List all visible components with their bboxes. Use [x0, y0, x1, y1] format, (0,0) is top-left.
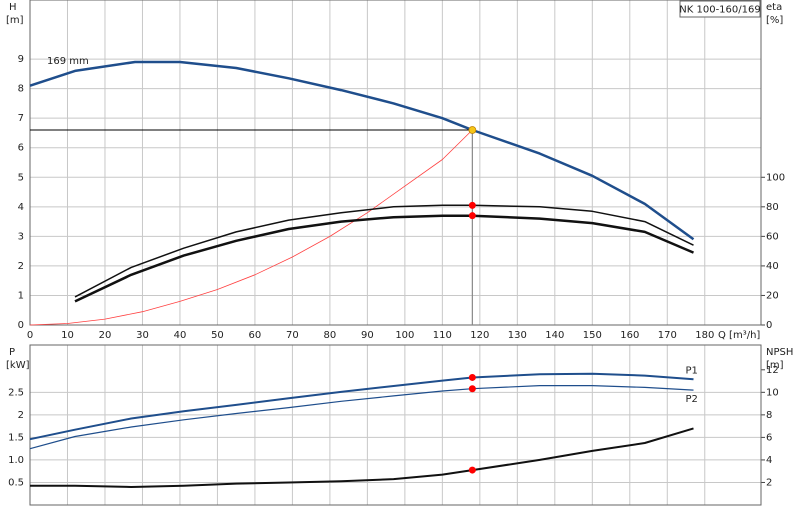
y2-tick-label: 4 — [766, 455, 772, 466]
y2-tick-label: 2 — [766, 477, 772, 488]
x-tick-label: 100 — [395, 330, 414, 341]
y-tick-label: 0 — [18, 320, 24, 331]
x-tick-label: 110 — [433, 330, 452, 341]
operating-point — [468, 201, 476, 209]
y-tick-label: 2.5 — [8, 387, 24, 398]
y-axis-label: H — [9, 2, 17, 13]
x-tick-label: 0 — [27, 330, 33, 341]
title-box — [679, 0, 761, 18]
y2-tick-label: 60 — [766, 231, 779, 242]
y-tick-label: 3 — [18, 231, 24, 242]
operating-point — [468, 385, 476, 393]
operating-point — [468, 466, 476, 474]
y2-axis-label: NPSH — [766, 347, 793, 358]
curve — [29, 372, 694, 441]
x-tick-label: 90 — [361, 330, 374, 341]
y-axis-label: P — [9, 347, 15, 358]
x-tick-label: 150 — [583, 330, 602, 341]
curve — [29, 129, 473, 326]
operating-point — [468, 126, 477, 134]
y-tick-label: 8 — [18, 84, 24, 95]
series-label: 169 mm — [47, 56, 89, 67]
y2-axis-unit: [%] — [766, 15, 783, 26]
y-tick-label: 6 — [18, 143, 24, 154]
y-tick-label: 1 — [18, 290, 24, 301]
y2-tick-label: 0 — [766, 320, 772, 331]
x-tick-label: 60 — [249, 330, 262, 341]
curve — [29, 60, 695, 241]
x-tick-label: 180 — [695, 330, 714, 341]
y-axis-unit: [m] — [6, 15, 24, 26]
y2-tick-label: 6 — [766, 432, 772, 443]
y-tick-label: 0.5 — [8, 477, 24, 488]
y-tick-label: 2 — [18, 261, 24, 272]
y2-tick-label: 8 — [766, 410, 772, 421]
x-tick-label: 130 — [508, 330, 527, 341]
x-tick-label: 70 — [286, 330, 299, 341]
series-label: P2 — [686, 394, 698, 405]
y-axis-unit: [kW] — [6, 360, 30, 371]
x-tick-label: 120 — [470, 330, 489, 341]
y-tick-label: 9 — [18, 54, 24, 65]
operating-point — [468, 212, 476, 220]
plot-frame — [29, 0, 762, 326]
chart-title: NK 100-160/169 — [679, 5, 760, 16]
y2-tick-label: 100 — [766, 172, 785, 183]
y-tick-label: 5 — [18, 172, 24, 183]
curve — [74, 214, 694, 303]
x-tick-label: 140 — [545, 330, 564, 341]
x-tick-label: 20 — [99, 330, 112, 341]
y2-axis-label: eta — [766, 2, 782, 13]
x-tick-label: 30 — [136, 330, 149, 341]
y-tick-label: 1.0 — [8, 455, 24, 466]
x-tick-label: 10 — [61, 330, 74, 341]
y-tick-label: 2 — [18, 410, 24, 421]
x-axis-label: Q [m³/h] — [718, 330, 760, 341]
y2-tick-label: 80 — [766, 202, 779, 213]
y2-tick-label: 20 — [766, 290, 779, 301]
operating-point — [468, 373, 476, 381]
y-tick-label: 4 — [18, 202, 24, 213]
x-tick-label: 160 — [620, 330, 639, 341]
x-tick-label: 50 — [211, 330, 224, 341]
x-tick-label: 80 — [324, 330, 337, 341]
y2-tick-label: 10 — [766, 387, 779, 398]
y2-tick-label: 40 — [766, 261, 779, 272]
x-tick-label: 40 — [174, 330, 187, 341]
curve — [29, 385, 694, 450]
curve — [74, 204, 694, 298]
y-tick-label: 1.5 — [8, 432, 24, 443]
y-tick-label: 7 — [18, 113, 24, 124]
y2-axis-unit: [m] — [766, 360, 784, 371]
y2-tick-label: 12 — [766, 365, 779, 376]
series-label: P1 — [686, 365, 698, 376]
x-tick-label: 170 — [658, 330, 677, 341]
curve — [30, 427, 694, 488]
plot-frame — [29, 344, 762, 506]
